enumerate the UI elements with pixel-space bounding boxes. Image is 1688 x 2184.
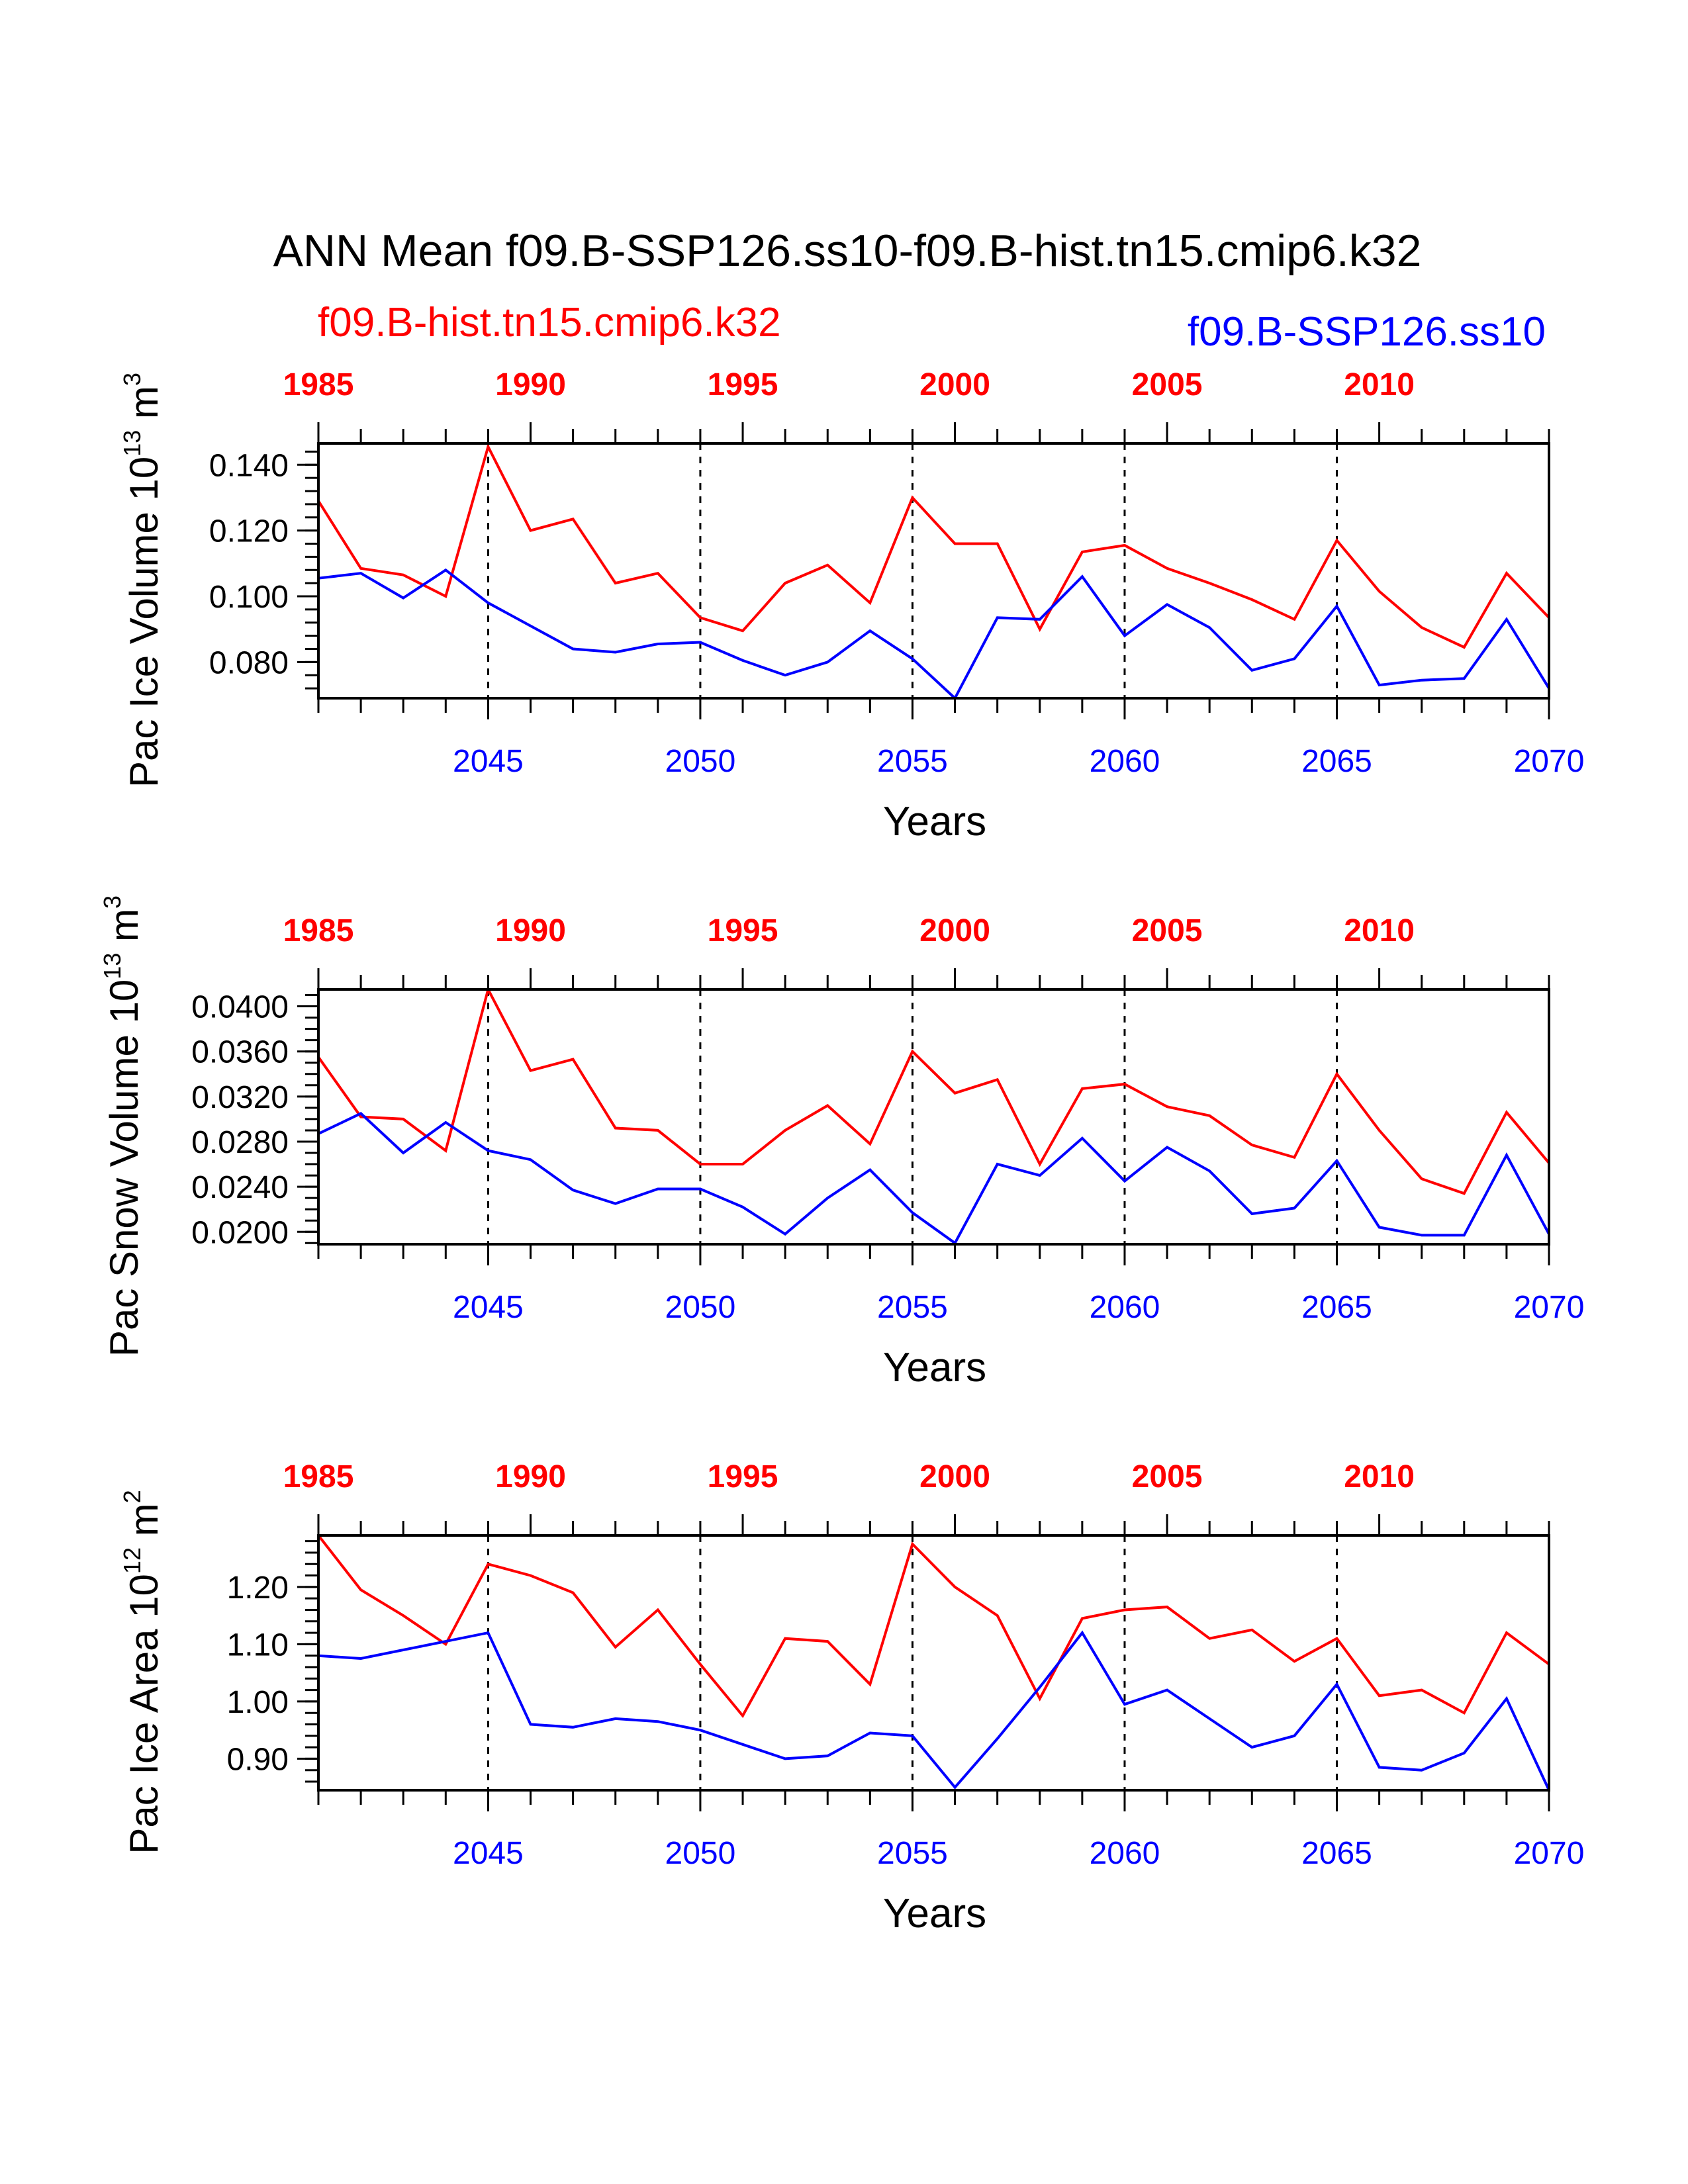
x-top-tick-label: 2005 xyxy=(1132,367,1203,402)
y-tick-label: 0.100 xyxy=(209,580,289,615)
panel-3: 2045 2050 2055 2060 2065 2070 1985 1990 1995 2000… xyxy=(118,1459,1584,1936)
x-top-tick-label: 1995 xyxy=(708,1459,778,1494)
y-tick-label: 1.10 xyxy=(227,1627,289,1662)
y-axis-label-part: 2 xyxy=(118,1490,146,1503)
x-top-tick-label: 1985 xyxy=(283,1459,354,1494)
x-top-tick-label: 1990 xyxy=(495,367,566,402)
x-top-tick-label: 1985 xyxy=(283,913,354,948)
y-tick-label: 0.0320 xyxy=(191,1080,289,1115)
x-tick-label: 2045 xyxy=(453,744,524,779)
x-tick-label: 2045 xyxy=(453,1836,524,1871)
x-top-tick-label: 1985 xyxy=(283,367,354,402)
x-top-tick-label: 1990 xyxy=(495,1459,566,1494)
y-tick-label: 0.140 xyxy=(209,448,289,483)
panel-1: 2045 2050 2055 2060 2065 2070 1985 1990 1995 2000… xyxy=(118,367,1584,844)
y-axis-label-part: 13 xyxy=(118,430,146,457)
x-top-tick-label: 2005 xyxy=(1132,913,1203,948)
y-tick-label: 0.080 xyxy=(209,645,289,680)
x-top-tick-label: 2010 xyxy=(1344,367,1415,402)
x-tick-label: 2055 xyxy=(877,1290,948,1325)
x-tick-label: 2065 xyxy=(1301,1836,1372,1871)
x-top-tick-label: 1990 xyxy=(495,913,566,948)
y-tick-label: 0.0280 xyxy=(191,1125,289,1160)
x-tick-label: 2070 xyxy=(1514,1290,1585,1325)
series-line-ssp xyxy=(318,1630,1550,1791)
plot-frame xyxy=(317,988,1550,1246)
x-tick-label: 2045 xyxy=(453,1290,524,1325)
panel-2: 2045 2050 2055 2060 2065 2070 1985 1990 1995 2000… xyxy=(99,895,1584,1390)
y-tick-label: 0.0400 xyxy=(191,990,289,1025)
y-tick-label: 0.0240 xyxy=(191,1170,289,1205)
x-top-tick-label: 2000 xyxy=(919,913,990,948)
x-tick-label: 2050 xyxy=(665,744,736,779)
y-tick-label: 1.20 xyxy=(227,1570,289,1606)
x-top-tick-label: 2000 xyxy=(919,1459,990,1494)
x-tick-label: 2060 xyxy=(1090,1290,1160,1325)
series-line-ssp xyxy=(318,1112,1550,1246)
y-axis-label: Pac Ice Volume 1013 m3 xyxy=(118,373,166,788)
x-top-tick-label: 2010 xyxy=(1344,1459,1415,1494)
x-tick-label: 2060 xyxy=(1090,1836,1160,1871)
x-tick-label: 2060 xyxy=(1090,744,1160,779)
y-axis-label-part: Pac Snow Volume 10 xyxy=(102,979,146,1357)
y-tick-label: 1.00 xyxy=(227,1685,289,1720)
y-tick-label: 0.120 xyxy=(209,514,289,549)
series-line-ssp xyxy=(318,568,1550,701)
y-axis-label-part: Pac Ice Area 10 xyxy=(122,1574,166,1854)
x-top-tick-label: 2010 xyxy=(1344,913,1415,948)
y-axis-label-part: Pac Ice Volume 10 xyxy=(122,457,166,788)
chart-title: ANN Mean f09.B-SSP126.ss10-f09.B-hist.tn… xyxy=(273,226,1422,276)
x-top-tick-label: 2005 xyxy=(1132,1459,1203,1494)
y-axis-label: Pac Ice Area 1012 m2 xyxy=(118,1490,166,1854)
x-tick-label: 2070 xyxy=(1514,1836,1585,1871)
y-axis-label: Pac Snow Volume 1013 m3 xyxy=(99,895,146,1357)
x-tick-label: 2055 xyxy=(877,744,948,779)
legend-hist: f09.B-hist.tn15.cmip6.k32 xyxy=(318,300,781,345)
x-axis-label: Years xyxy=(883,1345,986,1390)
y-tick-label: 0.0200 xyxy=(191,1215,289,1250)
series-line-hist xyxy=(317,985,1550,1195)
legend-ssp: f09.B-SSP126.ss10 xyxy=(1188,309,1546,355)
x-tick-label: 2065 xyxy=(1301,1290,1372,1325)
y-tick-label: 0.0360 xyxy=(191,1035,289,1070)
series-line-hist xyxy=(317,1534,1550,1719)
x-tick-label: 2050 xyxy=(665,1836,736,1871)
y-axis-label-part: m xyxy=(122,1503,166,1547)
x-axis-label: Years xyxy=(883,1891,986,1936)
plot-frame xyxy=(317,1534,1550,1792)
x-top-tick-label: 2000 xyxy=(919,367,990,402)
x-tick-label: 2065 xyxy=(1301,744,1372,779)
y-axis-label-part: 12 xyxy=(118,1547,146,1574)
x-tick-label: 2070 xyxy=(1514,744,1585,779)
y-axis-label-part: 3 xyxy=(99,895,126,909)
x-top-tick-label: 1995 xyxy=(708,367,778,402)
y-axis-label-part: m xyxy=(122,386,166,430)
x-top-tick-label: 1995 xyxy=(708,913,778,948)
x-tick-label: 2055 xyxy=(877,1836,948,1871)
series-line-hist xyxy=(317,443,1550,649)
x-axis-label: Years xyxy=(883,799,986,844)
y-axis-label-part: m xyxy=(102,909,146,953)
y-axis-label-part: 3 xyxy=(118,373,146,386)
x-tick-label: 2050 xyxy=(665,1290,736,1325)
y-tick-label: 0.90 xyxy=(227,1742,289,1777)
y-axis-label-part: 13 xyxy=(99,953,126,979)
